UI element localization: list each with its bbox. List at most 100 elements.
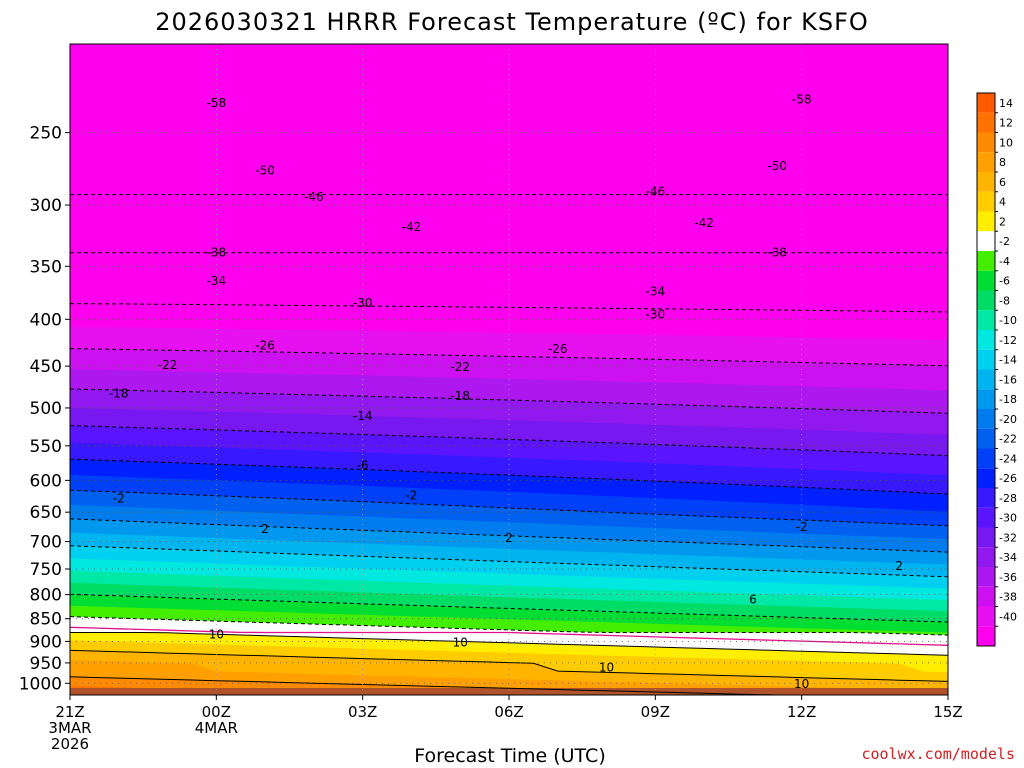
colorbar-swatch — [977, 231, 995, 251]
colorbar-label: -12 — [999, 334, 1017, 347]
y-tick-label: 1000 — [19, 674, 62, 694]
isotherm-line — [69, 348, 949, 367]
colorbar-label: -30 — [999, 512, 1017, 525]
colorbar-swatch — [977, 211, 995, 232]
colorbar-swatch — [977, 93, 995, 113]
colorbar-swatch — [977, 349, 995, 370]
isotherm-label: 10 — [453, 636, 468, 650]
isotherm-label: -50 — [767, 159, 787, 173]
colorbar-swatch — [977, 448, 995, 469]
colorbar-swatch — [977, 290, 995, 311]
y-tick-label: 600 — [30, 471, 62, 491]
y-tick-label: 500 — [30, 399, 62, 419]
colorbar-swatch — [977, 547, 995, 567]
colorbar-label: -20 — [999, 413, 1017, 426]
colorbar-label: -40 — [999, 610, 1017, 623]
isotherm-label: -46 — [304, 190, 324, 204]
colorbar-swatch — [977, 428, 995, 449]
colorbar-swatch — [977, 132, 995, 153]
isotherm-label: -34 — [207, 274, 227, 288]
colorbar-swatch — [977, 389, 995, 409]
isotherm-label: 10 — [794, 677, 809, 691]
y-tick-label: 650 — [30, 503, 62, 523]
isotherm-label: -22 — [450, 360, 470, 374]
isotherm-label: -26 — [548, 342, 568, 356]
isotherm-line — [69, 303, 949, 313]
isotherm-label: -58 — [207, 96, 227, 110]
y-tick-label: 900 — [30, 632, 62, 652]
isotherm-label: 6 — [749, 593, 757, 607]
isotherm-label: -30 — [353, 296, 373, 310]
colorbar-swatch — [977, 488, 995, 508]
colorbar-swatch — [977, 507, 995, 528]
colorbar-label: -34 — [999, 551, 1017, 564]
isotherm-label: -42 — [694, 216, 714, 230]
credit-text: coolwx.com/models — [861, 745, 1015, 763]
y-tick-label: 850 — [30, 610, 62, 630]
isotherm-label: 10 — [209, 628, 224, 642]
ground-fill — [70, 687, 948, 695]
y-tick-label: 550 — [30, 437, 62, 457]
x-tick-label: 03Z — [348, 703, 377, 721]
colorbar-label: -8 — [999, 294, 1010, 307]
x-tick-label: 15Z — [933, 703, 962, 721]
isotherm-line — [69, 388, 949, 414]
colorbar-label: -10 — [999, 314, 1017, 327]
y-tick-label: 800 — [30, 586, 62, 606]
colorbar-label: -6 — [999, 275, 1010, 288]
colorbar-label: 12 — [999, 117, 1013, 130]
colorbar-label: -24 — [999, 452, 1017, 465]
isotherm-label: 10 — [599, 660, 614, 674]
isotherm-label: -34 — [646, 285, 666, 299]
x-tick-label: 09Z — [641, 703, 670, 721]
isotherm-label: -22 — [158, 358, 178, 372]
colorbar-swatch — [977, 527, 995, 548]
colorbar-swatch — [977, 191, 995, 212]
colorbar-swatch — [977, 251, 995, 271]
chart-title: 2026030321 HRRR Forecast Temperature (ºC… — [155, 8, 869, 36]
isotherm-label: -38 — [207, 245, 227, 259]
colorbar-swatch — [977, 270, 995, 291]
isotherm-label: -2 — [405, 488, 417, 502]
colorbar-swatch — [977, 468, 995, 488]
colorbar-swatch — [977, 586, 995, 607]
colorbar-label: -28 — [999, 492, 1017, 505]
isotherm-label: -38 — [767, 245, 787, 259]
colorbar-label: -26 — [999, 472, 1017, 485]
colorbar-label: 2 — [999, 215, 1006, 228]
y-tick-label: 750 — [30, 560, 62, 580]
y-tick-label: 300 — [30, 196, 62, 216]
colorbar-label: 6 — [999, 176, 1006, 189]
isotherm-label: -26 — [255, 338, 275, 352]
colorbar-swatch — [977, 310, 995, 330]
isotherm-label: -14 — [353, 409, 373, 423]
colorbar-legend: 14 12 10 8 6 4 2 -2 -4 -6 -8 -10 -12 -14 -16 -18 -20 -22 -… — [976, 92, 1017, 647]
x-tick-label: 2026 — [51, 735, 89, 753]
y-tick-label: 250 — [30, 124, 62, 144]
isotherm-label: 2 — [895, 559, 903, 573]
x-tick-label: 12Z — [787, 703, 816, 721]
colorbar-swatch — [977, 626, 995, 646]
isotherm-label: 2 — [261, 522, 269, 536]
isotherm-label: -6 — [357, 459, 369, 473]
isotherm-label: -2 — [113, 491, 125, 505]
colorbar-label: -38 — [999, 591, 1017, 604]
colorbar-label: -32 — [999, 531, 1017, 544]
isotherm-line — [69, 616, 949, 636]
colorbar-label: -2 — [999, 235, 1010, 248]
colorbar-label: -16 — [999, 373, 1017, 386]
colorbar-label: -14 — [999, 354, 1017, 367]
isotherm-label: -42 — [402, 220, 422, 234]
x-tick-label: 4MAR — [195, 719, 238, 737]
x-tick-label: 06Z — [494, 703, 523, 721]
isotherm-label: -18 — [450, 389, 470, 403]
colorbar-swatch — [977, 409, 995, 429]
x-tick-label: 00Z — [202, 703, 231, 721]
freezing-line — [69, 626, 949, 646]
colorbar-label: 8 — [999, 156, 1006, 169]
y-tick-label: 450 — [30, 357, 62, 377]
colorbar-label: 10 — [999, 136, 1013, 149]
isotherm-label: -46 — [646, 185, 666, 199]
